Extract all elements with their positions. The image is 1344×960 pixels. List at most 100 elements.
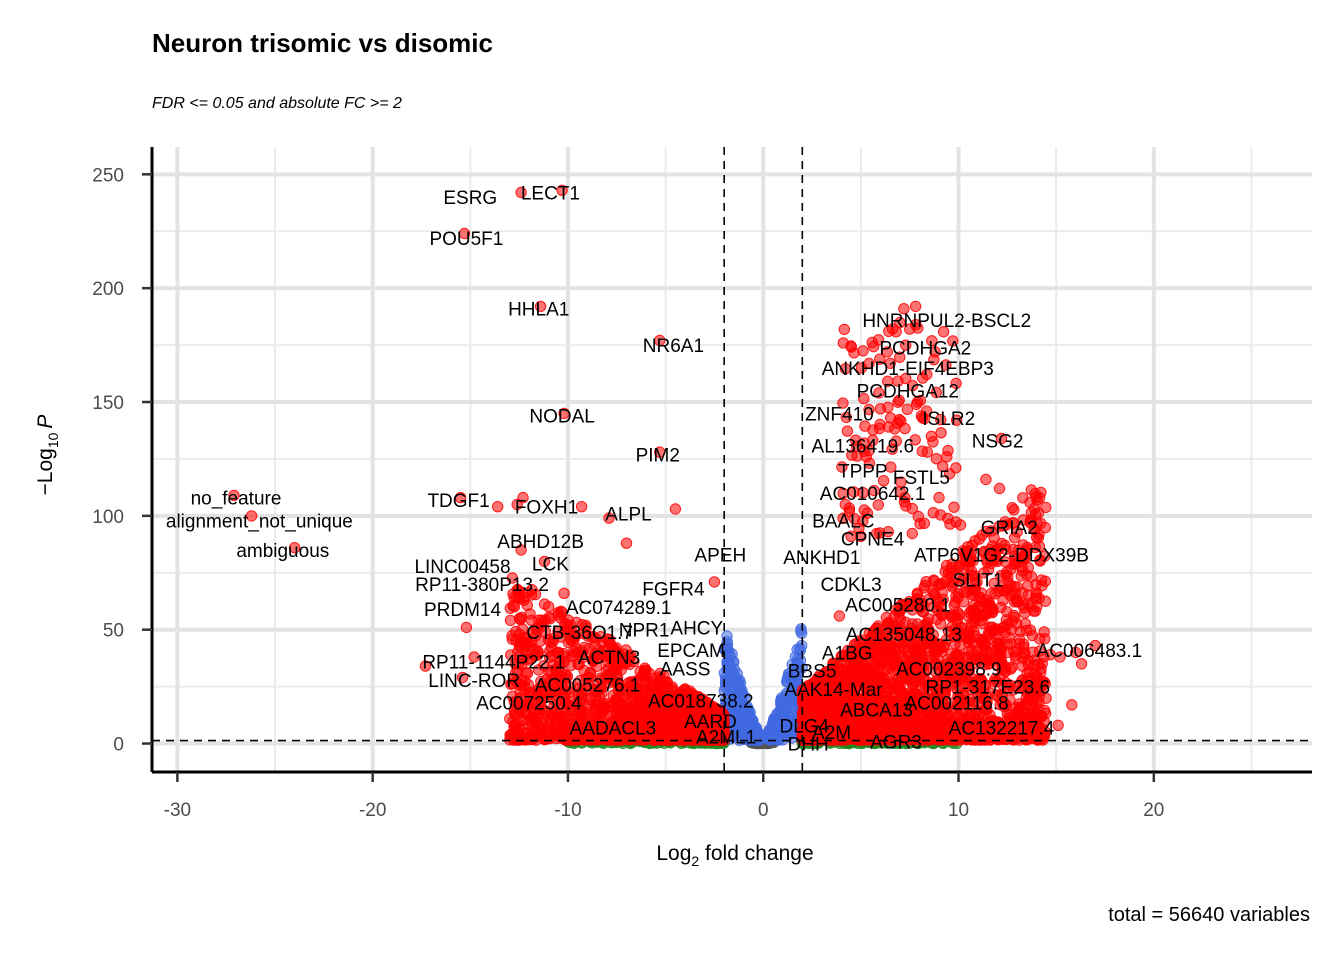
y-axis-title: −Log10P [34,415,61,496]
red-point [997,621,1009,634]
chart-caption: total = 56640 variables [1108,904,1310,926]
red-point [1016,565,1029,577]
red-point [907,678,919,691]
gene-label: AC007250.4 [476,694,582,715]
highlighted-point [1066,699,1078,711]
red-point [849,724,861,736]
red-point [837,337,849,349]
x-tick-label: -20 [359,800,386,821]
chart-subtitle: FDR <= 0.05 and absolute FC >= 2 [152,95,402,112]
gene-label: SLIT1 [953,571,1004,592]
gene-label: LCK [532,555,569,576]
y-tick-label: 200 [92,279,124,300]
red-point [948,501,960,513]
gene-label: GRIA2 [981,518,1038,539]
x-tick-label: -30 [164,800,191,821]
gene-label: NODAL [529,407,594,428]
red-point [518,733,531,746]
gene-label: CDKL3 [820,575,881,596]
gene-label: ANKHD1-EIF4EBP3 [822,359,994,380]
red-point [814,700,826,712]
x-tick-label: -10 [554,800,581,821]
red-point [967,648,979,661]
gene-label: NPR1 [619,621,670,642]
red-point [848,347,860,359]
red-point [963,626,975,638]
gene-label: PRDM14 [424,600,502,621]
red-point [659,713,671,726]
p-point [744,712,757,724]
red-point [1016,660,1029,672]
gene-label: NSG2 [972,432,1024,453]
highlighted-point [534,728,547,741]
gene-label: AASS [660,659,711,680]
gene-labels: ESRG LECT1POU5F1HHLA1NR6A1NODALPIM2no_fea… [166,184,1142,756]
y-tick-label: 250 [92,165,124,186]
gene-label: PCDHGA2 [879,338,971,359]
p-point [794,644,806,657]
highlighted-point [954,519,967,531]
red-point [986,624,998,637]
red-point [588,707,600,719]
gene-label: A2ML1 [696,728,756,749]
x-tick-label: 0 [758,800,769,821]
gene-label: PIM2 [636,445,680,466]
gene-label: NR6A1 [643,336,704,357]
red-point [929,646,942,658]
gene-label: RP11-380P13.2 [415,575,549,596]
x-tick-label: 20 [1143,800,1164,821]
red-point [510,635,522,647]
red-point [874,655,887,667]
gene-label: AAK14-Mar [784,680,883,701]
background-points [504,316,1052,750]
red-point [944,518,956,530]
highlighted-point [492,501,504,513]
highlighted-point [980,473,992,486]
red-point [682,732,695,745]
red-point [1025,484,1038,496]
gene-label: ABHD12B [497,532,584,553]
highlighted-point [708,576,721,588]
red-point [552,606,564,619]
gene-label: HNRNPUL2-BSCL2 [862,311,1031,332]
gene-label: PCDHGA12 [857,382,959,403]
gene-label: POU5F1 [429,229,503,250]
gene-label: AC010642.1 [820,484,926,505]
red-point [1018,641,1030,653]
y-tick-label: 100 [92,507,124,528]
gene-label: LECT1 [521,184,580,205]
red-point [927,436,939,448]
red-point [624,704,636,716]
red-point [934,717,947,729]
red-point [1006,502,1018,514]
red-point [912,717,924,730]
red-point [1031,494,1043,506]
highlighted-point [1052,719,1064,731]
red-point [841,425,854,437]
gene-label: TDGF1 [427,491,489,512]
x-axis-title: Log2 fold change [656,842,813,869]
red-point [516,611,528,623]
red-point [1033,592,1045,604]
red-point [873,422,886,435]
red-point [983,599,995,611]
y-tick-label: 0 [113,735,124,756]
red-point [888,423,901,435]
p-point [721,630,733,642]
red-point [866,664,878,676]
p-point [732,678,744,691]
gene-label: ANKHD1 [783,548,860,569]
gene-label: AC074289.1 [566,598,672,619]
red-point [979,639,991,651]
red-point [914,518,926,530]
gene-label: HHLA1 [508,300,569,321]
p-point [766,718,779,730]
red-point [658,729,671,741]
red-point [1024,624,1037,636]
gene-label: APEH [694,546,746,567]
red-point [531,716,543,728]
gene-label: ABCA13 [840,700,913,721]
red-point [556,725,568,738]
p-point [726,666,738,678]
